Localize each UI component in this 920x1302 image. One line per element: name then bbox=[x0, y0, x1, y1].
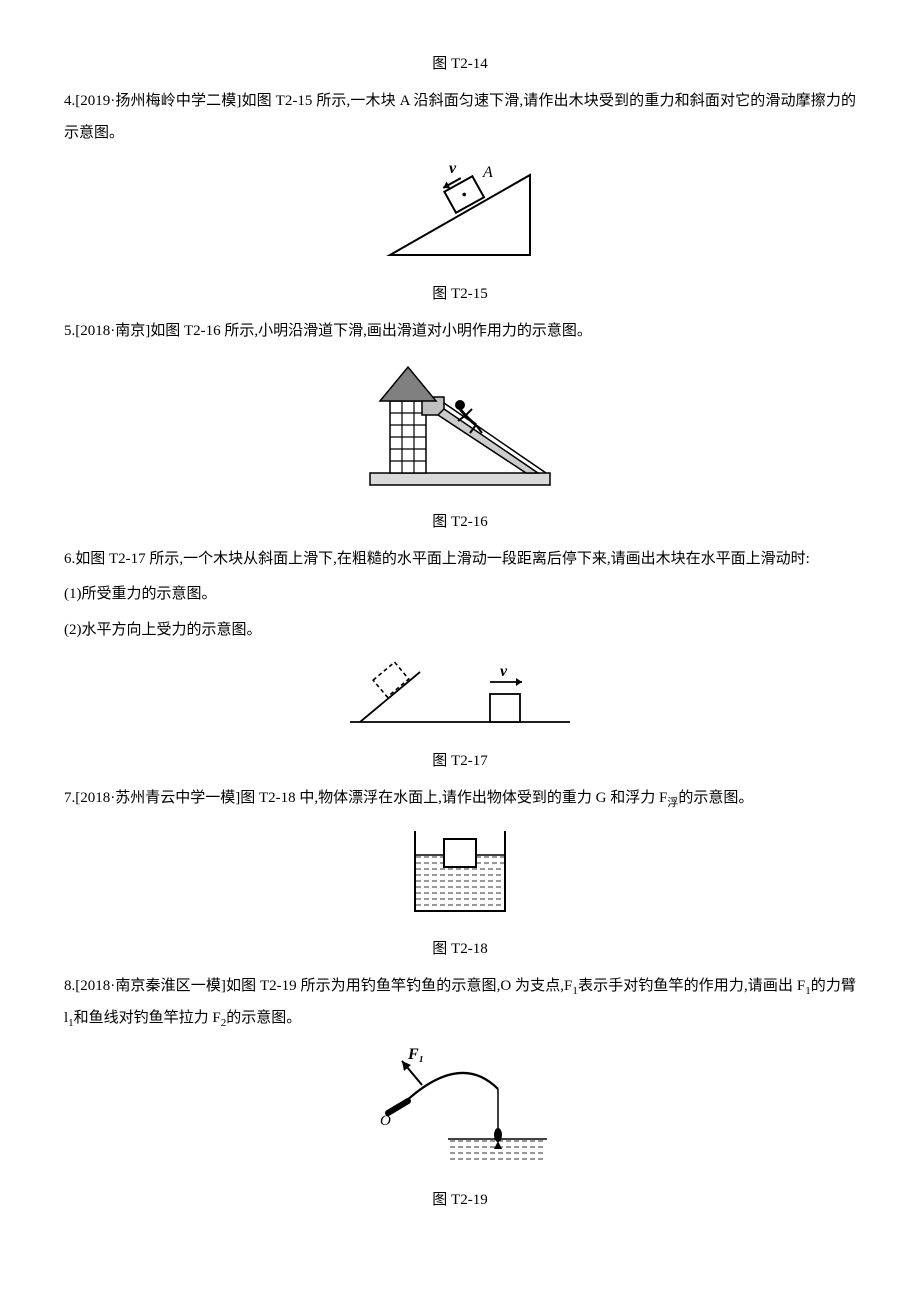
figure-15: v A bbox=[64, 155, 856, 278]
q8-mid3: 和鱼线对钓鱼竿拉力 F bbox=[74, 1010, 221, 1026]
label-v-q4: v bbox=[449, 160, 457, 177]
label-A-q4: A bbox=[482, 164, 493, 181]
question-8-text: 8.[2018·南京秦淮区一模]如图 T2-19 所示为用钓鱼竿钓鱼的示意图,O… bbox=[64, 971, 856, 1035]
question-7-text: 7.[2018·苏州青云中学一模]图 T2-18 中,物体漂浮在水面上,请作出物… bbox=[64, 783, 856, 815]
q8-after: 的示意图。 bbox=[226, 1010, 301, 1026]
figure-16 bbox=[64, 353, 856, 506]
figure-caption-16: 图 T2-16 bbox=[64, 510, 856, 534]
label-F1: F₁ bbox=[407, 1046, 424, 1063]
figure-caption-15: 图 T2-15 bbox=[64, 282, 856, 306]
q8-before: 8.[2018·南京秦淮区一模]如图 T2-19 所示为用钓鱼竿钓鱼的示意图,O… bbox=[64, 978, 572, 994]
question-5-text: 5.[2018·南京]如图 T2-16 所示,小明沿滑道下滑,画出滑道对小明作用… bbox=[64, 316, 856, 348]
question-4-text: 4.[2019·扬州梅岭中学二模]如图 T2-15 所示,一木块 A 沿斜面匀速… bbox=[64, 86, 856, 149]
figure-caption-18: 图 T2-18 bbox=[64, 937, 856, 961]
q7-sub: 浮 bbox=[667, 797, 678, 809]
question-6-text-1: 6.如图 T2-17 所示,一个木块从斜面上滑下,在粗糙的水平面上滑动一段距离后… bbox=[64, 544, 856, 576]
figure-19: F₁ O bbox=[64, 1041, 856, 1184]
question-6-text-2: (1)所受重力的示意图。 bbox=[64, 579, 856, 611]
figure-caption-14: 图 T2-14 bbox=[64, 52, 856, 76]
q8-mid1: 表示手对钓鱼竿的作用力,请画出 F bbox=[578, 978, 805, 994]
figure-18 bbox=[64, 821, 856, 934]
question-6-text-3: (2)水平方向上受力的示意图。 bbox=[64, 615, 856, 647]
figure-caption-19: 图 T2-19 bbox=[64, 1188, 856, 1212]
q7-after: 的示意图。 bbox=[678, 790, 753, 806]
label-v-q6: v bbox=[500, 663, 508, 680]
q7-before: 7.[2018·苏州青云中学一模]图 T2-18 中,物体漂浮在水面上,请作出物… bbox=[64, 790, 667, 806]
label-O: O bbox=[380, 1113, 391, 1129]
figure-17: v bbox=[64, 652, 856, 745]
figure-caption-17: 图 T2-17 bbox=[64, 749, 856, 773]
